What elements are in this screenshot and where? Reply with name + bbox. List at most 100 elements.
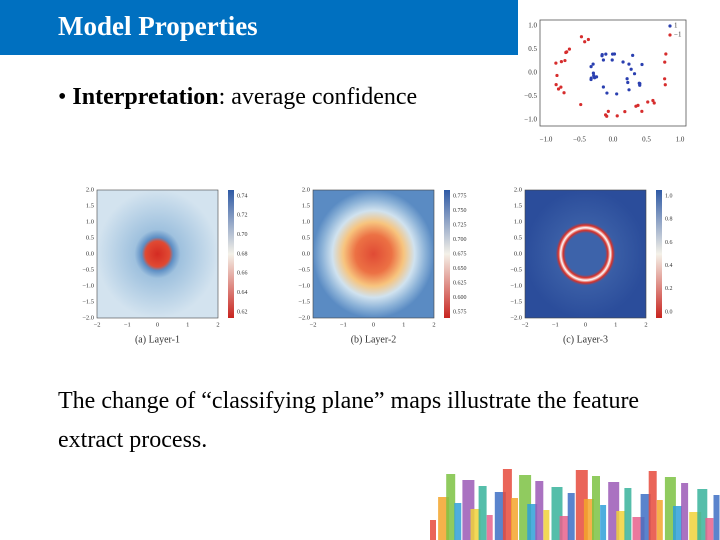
scatter-dot bbox=[579, 102, 583, 107]
colorbar bbox=[228, 190, 234, 318]
legend-label: 1 bbox=[674, 22, 678, 30]
x-tick-label: 2 bbox=[216, 321, 219, 328]
scatter-dot bbox=[554, 83, 558, 87]
scatter-dot bbox=[627, 88, 631, 92]
scatter-dot bbox=[579, 35, 584, 39]
colorbar-tick-label: 0.650 bbox=[453, 266, 467, 272]
skyline-building bbox=[713, 495, 720, 540]
x-tick-label: −1 bbox=[552, 321, 559, 328]
y-tick-label: −1.0 bbox=[510, 282, 522, 289]
y-tick-label: 0.0 bbox=[514, 250, 522, 257]
bullet: • Interpretation: average confidence bbox=[58, 84, 418, 110]
colorbar-tick-label: 0.74 bbox=[237, 193, 248, 199]
x-tick-label: 0 bbox=[584, 321, 587, 328]
skyline-building bbox=[559, 516, 569, 540]
y-tick-label: −0.5 bbox=[298, 266, 310, 273]
scatter-dot bbox=[663, 77, 667, 81]
scatter-dot bbox=[640, 109, 644, 113]
skyline-building bbox=[583, 499, 594, 540]
scatter-dot bbox=[600, 52, 604, 57]
heatmap bbox=[96, 189, 219, 319]
colorbar-tick-label: 0.775 bbox=[453, 193, 467, 199]
skyline-building bbox=[502, 469, 512, 540]
y-tick-label: 1.0 bbox=[514, 218, 522, 225]
colorbar-tick-label: 1.0 bbox=[665, 193, 673, 199]
legend-dot bbox=[668, 24, 672, 28]
scatter-dot bbox=[610, 58, 614, 62]
y-tick-label: 0.5 bbox=[528, 45, 537, 53]
scatter-dot bbox=[594, 75, 599, 79]
x-tick-label: 1 bbox=[186, 321, 189, 328]
scatter-dot bbox=[604, 52, 608, 56]
skyline-building bbox=[705, 518, 714, 540]
scatter-dot bbox=[663, 83, 667, 87]
skyline-building bbox=[640, 494, 651, 540]
skyline-building bbox=[608, 482, 620, 540]
skyline-building bbox=[430, 520, 436, 540]
colorbar-tick-label: 0.575 bbox=[453, 309, 467, 315]
colorbar-tick-label: 0.600 bbox=[453, 295, 467, 301]
skyline-building bbox=[616, 511, 626, 540]
colorbar-tick-label: 0.8 bbox=[665, 217, 673, 223]
y-tick-label: 0.5 bbox=[86, 234, 94, 241]
slide-title: Model Properties bbox=[58, 11, 258, 41]
scatter-dot bbox=[638, 83, 642, 87]
skyline-building bbox=[681, 483, 689, 540]
header-bar bbox=[0, 0, 518, 55]
scatter-dot bbox=[586, 37, 590, 42]
skyline-building bbox=[600, 505, 607, 540]
colorbar-tick-label: 0.2 bbox=[665, 286, 673, 292]
scatter-frame bbox=[539, 19, 687, 127]
skyline-building bbox=[486, 515, 493, 540]
colorbar-tick-label: 0.72 bbox=[237, 213, 248, 219]
scatter-dot bbox=[610, 52, 615, 56]
scatter-dot bbox=[559, 85, 563, 89]
skyline-building bbox=[454, 503, 462, 540]
colorbar bbox=[444, 190, 450, 318]
scatter-dot bbox=[591, 62, 595, 66]
scatter-dot bbox=[626, 80, 630, 85]
scatter-dot bbox=[589, 65, 593, 69]
scatter-dot bbox=[651, 98, 655, 103]
skyline-building bbox=[624, 488, 632, 540]
x-tick-label: 0.0 bbox=[609, 136, 618, 144]
scatter-dot bbox=[606, 109, 610, 113]
x-tick-label: 1 bbox=[614, 321, 617, 328]
scatter-dot bbox=[567, 47, 572, 51]
scatter-dot bbox=[591, 71, 596, 75]
scatter-dot bbox=[632, 72, 637, 76]
scatter-dot bbox=[663, 60, 667, 64]
colorbar-tick-label: 0.64 bbox=[237, 290, 248, 296]
skyline-building bbox=[511, 498, 518, 540]
scatter-dot bbox=[664, 52, 668, 56]
heatmap bbox=[524, 189, 647, 319]
x-tick-label: 0 bbox=[372, 321, 375, 328]
scatter-dot bbox=[636, 103, 640, 107]
y-tick-label: 1.0 bbox=[528, 22, 537, 30]
scatter-dot bbox=[562, 91, 566, 95]
skyline-building bbox=[535, 481, 544, 540]
y-tick-label: −0.5 bbox=[82, 266, 94, 273]
colorbar-tick-label: 0.625 bbox=[453, 280, 467, 286]
scatter-dot bbox=[627, 62, 631, 66]
y-tick-label: −1.0 bbox=[82, 282, 94, 289]
y-tick-label: 1.0 bbox=[86, 218, 94, 225]
y-tick-label: 2.0 bbox=[514, 186, 522, 193]
legend-label: −1 bbox=[674, 31, 682, 39]
y-tick-label: 0.0 bbox=[86, 250, 94, 257]
x-tick-label: 2 bbox=[432, 321, 435, 328]
skyline-building bbox=[592, 476, 600, 540]
scatter-dot bbox=[583, 40, 587, 44]
panel-caption: (b) Layer-2 bbox=[351, 334, 397, 345]
colorbar-tick-label: 0.725 bbox=[453, 222, 467, 228]
y-tick-label: −1.5 bbox=[82, 298, 94, 305]
y-tick-label: −1.0 bbox=[524, 116, 537, 124]
skyline-building bbox=[551, 487, 563, 540]
y-tick-label: −2.0 bbox=[298, 314, 310, 321]
skyline-building bbox=[656, 500, 663, 540]
colorbar-tick-label: 0.675 bbox=[453, 251, 467, 257]
skyline-building bbox=[527, 504, 538, 540]
x-tick-label: −1.0 bbox=[540, 136, 553, 144]
colorbar-tick-label: 0.0 bbox=[665, 309, 673, 315]
scatter-dot bbox=[629, 67, 633, 71]
